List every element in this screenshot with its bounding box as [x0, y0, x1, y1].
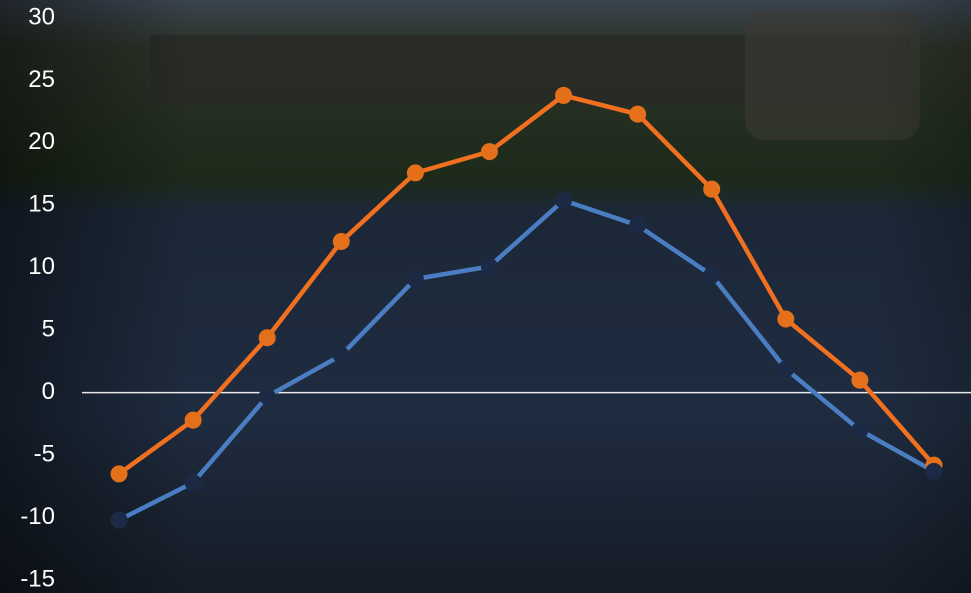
data-point [629, 216, 647, 234]
data-point [332, 233, 350, 251]
y-tick-label: 15 [28, 191, 55, 218]
data-point [703, 266, 721, 284]
y-tick-label: 5 [42, 316, 55, 343]
y-tick-label: -15 [20, 565, 55, 592]
data-point [184, 474, 202, 492]
data-point [703, 180, 721, 198]
data-point [925, 462, 943, 480]
y-tick-label: 30 [28, 3, 55, 30]
y-tick-label: -5 [34, 440, 55, 467]
y-tick-label: 25 [28, 66, 55, 93]
data-point [258, 387, 276, 405]
data-point [406, 270, 424, 288]
series-line [117, 93, 936, 476]
y-tick-label: -10 [20, 503, 55, 530]
series-line [118, 198, 936, 523]
data-point [258, 329, 276, 347]
y-tick-label: 0 [42, 378, 55, 405]
data-point [777, 360, 795, 378]
data-point [555, 86, 573, 104]
data-point [406, 164, 424, 182]
data-point [629, 105, 647, 123]
y-tick-label: 20 [28, 128, 55, 155]
data-point [480, 258, 498, 276]
data-point [110, 465, 128, 483]
data-point [777, 310, 795, 328]
data-point [480, 143, 498, 161]
data-point [110, 511, 128, 529]
y-tick-label: 10 [28, 253, 55, 280]
data-point [184, 411, 202, 429]
data-point [555, 191, 573, 209]
data-point [851, 421, 869, 439]
data-point [332, 346, 350, 364]
data-point [851, 371, 869, 389]
